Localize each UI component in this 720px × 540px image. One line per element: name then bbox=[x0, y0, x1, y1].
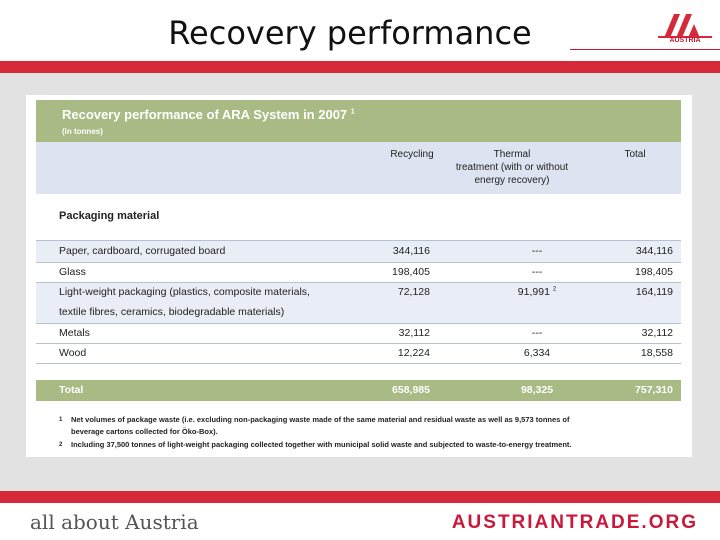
row-divider bbox=[36, 363, 681, 364]
table-row: Metals 32,112 --- 32,112 bbox=[59, 327, 673, 339]
footnote-2: 2 Including 37,500 tonnes of light-weigh… bbox=[59, 440, 572, 449]
col-total: Total bbox=[624, 149, 646, 160]
slide-title: Recovery performance bbox=[168, 14, 532, 52]
logo-text: AUSTRIA bbox=[669, 37, 701, 44]
table-row: Light-weight packaging (plastics, compos… bbox=[36, 283, 681, 323]
col-thermal-1: Thermal bbox=[493, 149, 531, 160]
footnote-1: 1 Net volumes of package waste (i.e. exc… bbox=[59, 415, 570, 436]
row-divider bbox=[36, 323, 681, 324]
col-thermal-3: energy recovery) bbox=[474, 175, 550, 186]
top-band bbox=[0, 61, 720, 73]
table-row: Paper, cardboard, corrugated board 344,1… bbox=[36, 241, 681, 262]
austria-logo-icon bbox=[658, 14, 712, 38]
table-header: Recovery performance of ARA System in 20… bbox=[36, 100, 681, 142]
row-divider bbox=[36, 262, 681, 263]
title-underline bbox=[570, 49, 720, 50]
row-divider bbox=[36, 282, 681, 283]
total-row: Total 658,985 98,325 757,310 bbox=[36, 380, 681, 401]
footer-tagline: all about Austria bbox=[30, 510, 199, 534]
bottom-band bbox=[0, 491, 720, 503]
table-title: Recovery performance of ARA System in 20… bbox=[62, 107, 355, 122]
row-divider bbox=[36, 343, 681, 344]
recovery-table: Recovery performance of ARA System in 20… bbox=[26, 95, 692, 457]
col-thermal-2: treatment (with or without bbox=[455, 162, 569, 173]
footer-website-link[interactable]: AUSTRIANTRADE.ORG bbox=[451, 512, 698, 533]
table-row: Wood 12,224 6,334 18,558 bbox=[59, 347, 673, 359]
table-row: Glass 198,405 --- 198,405 bbox=[59, 266, 673, 278]
column-headers: Recycling Thermal treatment (with or wit… bbox=[36, 142, 681, 194]
section-label: Packaging material bbox=[59, 210, 160, 222]
row-divider bbox=[36, 240, 681, 241]
col-recycling: Recycling bbox=[390, 149, 434, 160]
table-subtitle: (in tonnes) bbox=[62, 127, 103, 136]
